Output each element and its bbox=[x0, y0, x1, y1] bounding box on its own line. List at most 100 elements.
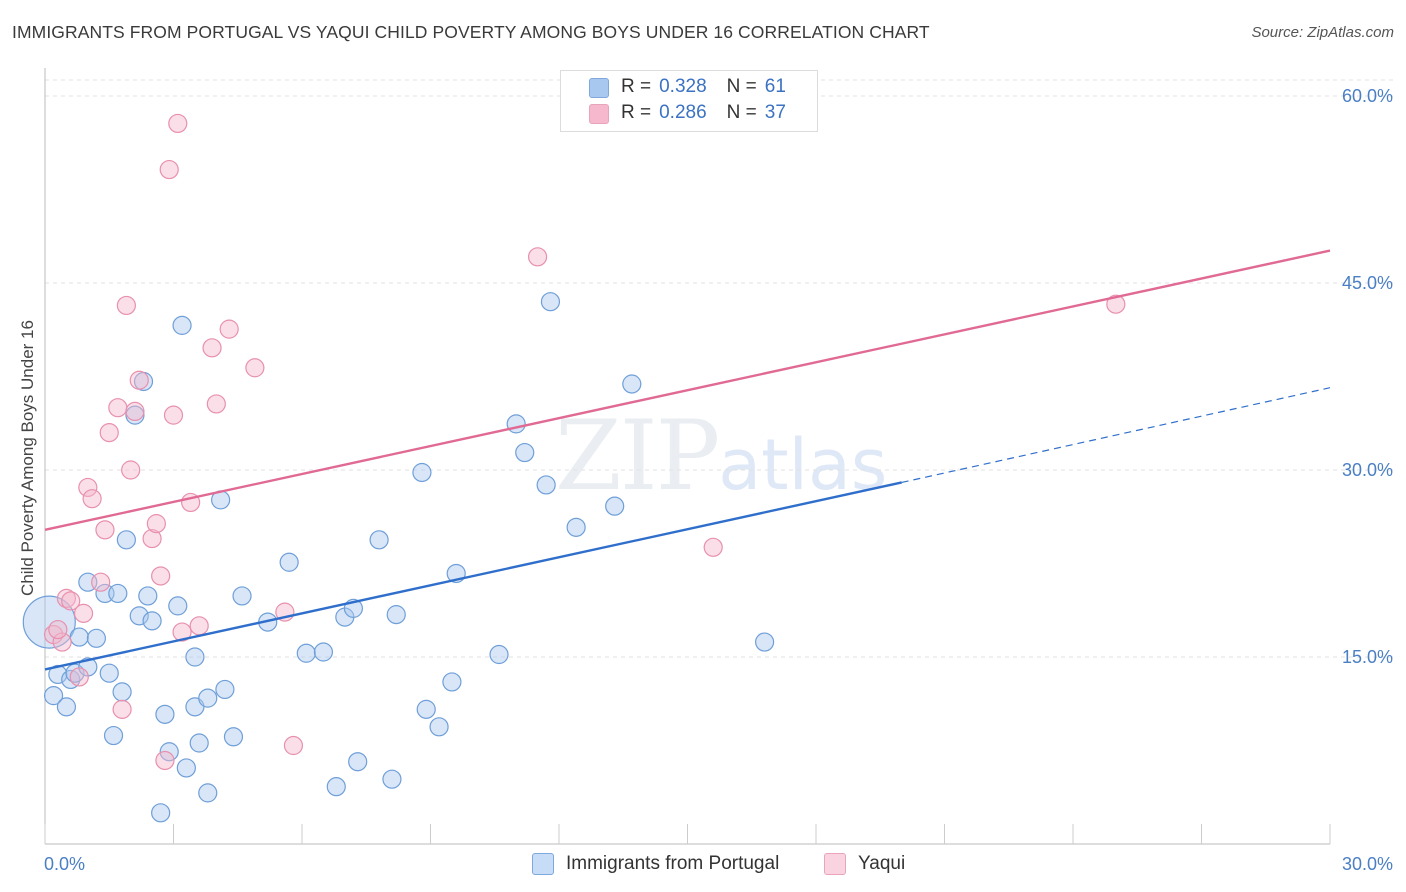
legend-n-label: N = bbox=[726, 102, 757, 123]
data-point-yaqui bbox=[283, 735, 304, 756]
data-point-portugal bbox=[56, 697, 77, 717]
data-point-yaqui bbox=[112, 699, 132, 719]
data-point-yaqui bbox=[52, 632, 72, 652]
x-tick-label: 0.0% bbox=[44, 854, 85, 874]
data-point-portugal bbox=[138, 586, 158, 606]
data-point-portugal bbox=[172, 315, 192, 335]
data-point-yaqui bbox=[125, 401, 145, 422]
data-point-yaqui bbox=[1106, 294, 1126, 314]
data-point-yaqui bbox=[61, 591, 81, 611]
data-point-yaqui bbox=[155, 750, 175, 771]
data-point-yaqui bbox=[159, 159, 179, 180]
data-point-portugal bbox=[536, 475, 556, 495]
data-point-yaqui bbox=[703, 537, 723, 557]
data-point-portugal bbox=[296, 643, 316, 663]
data-point-portugal bbox=[313, 642, 334, 662]
data-point-yaqui bbox=[206, 394, 226, 414]
legend-row-yaqui: R = 0.286 N = 37 bbox=[589, 101, 786, 125]
data-point-portugal bbox=[442, 672, 462, 692]
trend-line-extension-portugal bbox=[901, 387, 1331, 484]
legend-n-label: N = bbox=[726, 76, 757, 97]
bottom-legend-portugal: Immigrants from Portugal bbox=[532, 850, 779, 878]
data-point-portugal bbox=[142, 611, 162, 631]
trend-line-portugal bbox=[44, 481, 902, 671]
data-point-yaqui bbox=[245, 358, 265, 378]
chart-title: IMMIGRANTS FROM PORTUGAL VS YAQUI CHILD … bbox=[12, 22, 930, 42]
data-point-yaqui bbox=[172, 622, 192, 642]
source-credit: Source: ZipAtlas.com bbox=[1251, 24, 1394, 41]
data-point-portugal bbox=[116, 530, 136, 550]
x-tick-label: 30.0% bbox=[1342, 854, 1393, 874]
legend-r-label: R = bbox=[621, 102, 652, 123]
legend-swatch-yaqui bbox=[589, 104, 609, 124]
data-point-portugal bbox=[69, 627, 89, 647]
bottom-legend-label-portugal: Immigrants from Portugal bbox=[566, 853, 780, 874]
data-point-portugal bbox=[348, 752, 368, 772]
data-point-portugal bbox=[176, 758, 196, 778]
data-point-portugal bbox=[412, 462, 432, 483]
y-tick-label: 60.0% bbox=[1342, 86, 1393, 106]
data-point-portugal bbox=[215, 679, 235, 700]
legend-swatch-portugal bbox=[589, 78, 609, 98]
data-point-portugal bbox=[189, 733, 209, 753]
data-point-yaqui bbox=[116, 295, 136, 316]
data-point-portugal bbox=[232, 586, 252, 606]
data-point-yaqui bbox=[95, 520, 115, 540]
data-point-portugal bbox=[515, 442, 535, 463]
data-point-portugal bbox=[103, 725, 124, 746]
data-point-portugal bbox=[198, 688, 218, 708]
watermark: ZIPatlas bbox=[555, 400, 887, 512]
data-point-portugal bbox=[622, 374, 642, 394]
correlation-legend: R = 0.328 N = 61 R = 0.286 N = 37 bbox=[560, 70, 818, 132]
data-point-portugal bbox=[279, 552, 299, 572]
watermark-zip: ZIP bbox=[555, 400, 720, 512]
data-point-yaqui bbox=[202, 338, 222, 358]
data-point-yaqui bbox=[78, 477, 98, 498]
data-point-portugal bbox=[168, 596, 188, 616]
y-axis-title: Child Poverty Among Boys Under 16 bbox=[18, 320, 37, 596]
data-point-portugal bbox=[129, 606, 149, 626]
data-point-portugal bbox=[386, 605, 406, 625]
bottom-legend-label-yaqui: Yaqui bbox=[858, 853, 906, 874]
data-point-portugal bbox=[159, 742, 179, 762]
data-point-yaqui bbox=[108, 398, 128, 418]
data-point-portugal bbox=[185, 647, 205, 667]
y-tick-label: 15.0% bbox=[1342, 647, 1393, 667]
trend-line-yaqui bbox=[44, 249, 1331, 532]
data-point-portugal bbox=[566, 517, 586, 537]
data-point-portugal bbox=[754, 632, 775, 652]
data-point-yaqui bbox=[163, 405, 184, 425]
data-point-yaqui bbox=[129, 370, 149, 390]
legend-row-portugal: R = 0.328 N = 61 bbox=[589, 75, 786, 99]
data-point-portugal bbox=[429, 717, 449, 737]
data-point-yaqui bbox=[82, 489, 102, 509]
data-point-yaqui bbox=[219, 319, 239, 339]
bottom-legend-swatch-portugal bbox=[532, 853, 554, 875]
data-point-portugal bbox=[489, 644, 509, 665]
data-point-portugal bbox=[369, 530, 389, 550]
legend-r-value: 0.286 bbox=[659, 102, 707, 123]
data-point-portugal bbox=[605, 496, 625, 516]
data-point-yaqui bbox=[168, 113, 188, 134]
data-point-portugal bbox=[416, 699, 436, 719]
data-point-portugal bbox=[108, 583, 128, 604]
data-point-portugal bbox=[155, 704, 175, 724]
data-point-portugal bbox=[223, 727, 244, 747]
data-point-portugal bbox=[382, 769, 402, 789]
legend-r-label: R = bbox=[621, 76, 652, 97]
data-point-yaqui bbox=[189, 616, 209, 636]
data-point-portugal bbox=[151, 803, 171, 823]
data-point-yaqui bbox=[69, 667, 89, 687]
y-tick-label: 30.0% bbox=[1342, 460, 1393, 480]
bottom-legend-yaqui: Yaqui bbox=[824, 850, 905, 878]
data-point-portugal bbox=[99, 663, 119, 683]
data-point-yaqui bbox=[151, 566, 171, 586]
data-point-yaqui bbox=[91, 572, 111, 592]
data-point-yaqui bbox=[142, 528, 162, 549]
legend-n-value: 61 bbox=[764, 76, 786, 97]
data-point-yaqui bbox=[121, 460, 141, 480]
data-point-yaqui bbox=[73, 603, 94, 623]
data-point-portugal bbox=[506, 414, 526, 434]
data-point-yaqui bbox=[146, 514, 166, 534]
